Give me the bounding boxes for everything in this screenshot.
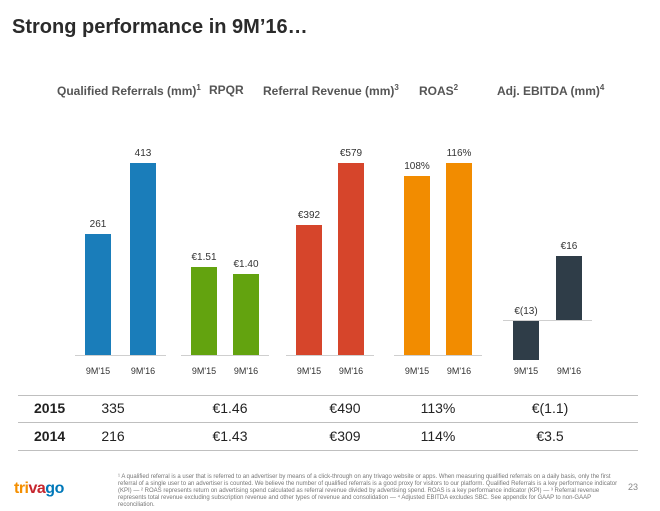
table-cell: €3.5	[536, 428, 564, 444]
chart-title-text: Qualified Referrals (mm)	[57, 84, 197, 98]
x-axis-line	[503, 320, 592, 321]
chart-title-4: ROAS2	[419, 83, 458, 98]
logo-part-2: va	[28, 480, 46, 497]
x-axis-line	[181, 355, 269, 356]
chart-title-2: RPQR	[209, 83, 244, 97]
x-tick-label: 9M'15	[296, 366, 322, 376]
table-cell: €1.46	[212, 400, 248, 416]
footnote-ref: 2	[453, 83, 459, 92]
data-label: €1.40	[233, 258, 259, 270]
x-tick-label: 9M'15	[85, 366, 111, 376]
x-tick-label: 9M'15	[513, 366, 539, 376]
table-cell: 335	[101, 400, 125, 416]
bar-2-1	[191, 267, 217, 355]
bar-1-1	[85, 233, 111, 355]
table-divider-top	[18, 395, 638, 396]
bar-2-2	[233, 273, 259, 355]
bar-4-2	[446, 162, 472, 355]
x-tick-label: 9M'15	[191, 366, 217, 376]
bar-5-1	[513, 320, 539, 360]
data-label: €392	[297, 210, 321, 222]
table-row-year: 2015	[34, 400, 66, 416]
table-row-year: 2014	[34, 428, 66, 444]
bar-4-1	[404, 176, 430, 355]
x-tick-label: 9M'16	[556, 366, 582, 376]
table-divider-bottom	[18, 450, 638, 451]
data-label: 413	[134, 148, 152, 160]
table-cell: €309	[329, 428, 361, 444]
bar-3-1	[296, 225, 322, 355]
chart-title-5: Adj. EBITDA (mm)4	[497, 83, 604, 98]
page-title: Strong performance in 9M’16…	[12, 16, 308, 38]
table-cell: 216	[101, 428, 125, 444]
table-cell: €(1.1)	[531, 400, 569, 416]
footnote-ref: 1	[196, 83, 201, 92]
logo-part-3: go	[45, 480, 64, 497]
trivago-logo: trivago	[14, 480, 64, 498]
footnotes: ¹ A qualified referral is a user that is…	[118, 474, 618, 508]
footnote-ref: 4	[599, 83, 605, 92]
x-tick-label: 9M'16	[130, 366, 156, 376]
data-label: 261	[89, 218, 107, 230]
table-cell: 113%	[420, 400, 456, 416]
table-cell: 114%	[420, 428, 456, 444]
bar-3-2	[338, 163, 364, 355]
x-tick-label: 9M'16	[446, 366, 472, 376]
data-label: €(13)	[514, 306, 538, 317]
chart-title-text: ROAS	[419, 84, 454, 98]
chart-title-3: Referral Revenue (mm)3	[263, 83, 399, 98]
chart-title-text: Adj. EBITDA (mm)	[497, 84, 600, 98]
x-axis-line	[75, 355, 166, 356]
x-tick-label: 9M'16	[338, 366, 364, 376]
bar-1-2	[130, 163, 156, 355]
table-cell: €490	[329, 400, 361, 416]
data-label: €579	[339, 148, 363, 160]
x-axis-line	[286, 355, 374, 356]
chart-title-1: Qualified Referrals (mm)1	[57, 83, 201, 98]
data-label: 108%	[404, 161, 430, 173]
footnote-ref: 3	[394, 83, 399, 92]
table-divider-middle	[18, 422, 638, 423]
chart-title-text: Referral Revenue (mm)	[263, 84, 395, 98]
x-tick-label: 9M'16	[233, 366, 259, 376]
page-number: 23	[628, 482, 639, 492]
chart-title-text: RPQR	[209, 83, 244, 97]
data-label: €16	[560, 241, 578, 252]
data-label: 116%	[446, 147, 472, 159]
bar-5-2	[556, 256, 582, 320]
x-axis-line	[394, 355, 482, 356]
table-cell: €1.43	[212, 428, 248, 444]
logo-part-1: tri	[14, 480, 29, 497]
data-label: €1.51	[191, 252, 217, 264]
x-tick-label: 9M'15	[404, 366, 430, 376]
